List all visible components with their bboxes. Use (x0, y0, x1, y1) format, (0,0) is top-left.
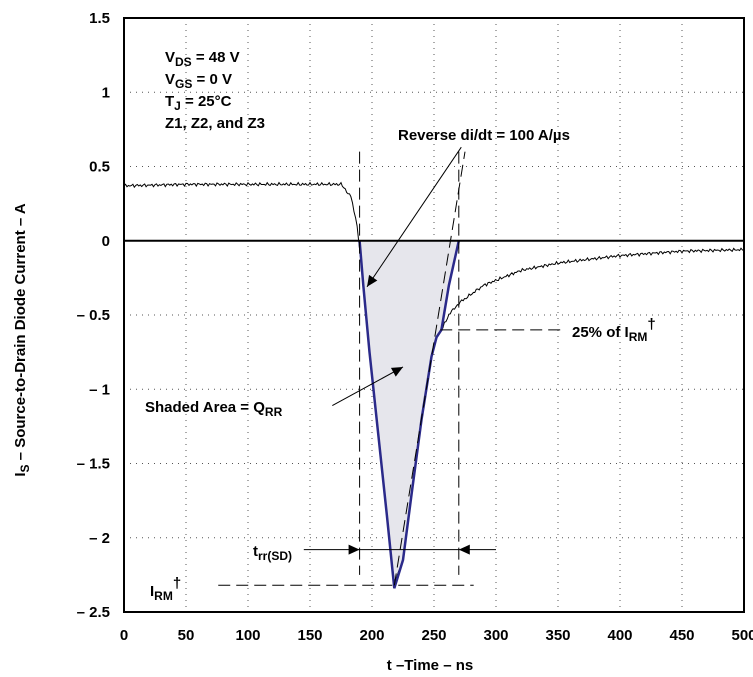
x-tick-label: 500 (731, 627, 753, 644)
arrow-trr-right-head (458, 544, 470, 555)
qrr-annotation: Shaded Area = QRR (145, 399, 283, 419)
condition-vds: VDS = 48 V (165, 49, 240, 69)
annotation-arrows (303, 146, 496, 555)
fitted-current-curve (358, 240, 461, 589)
y-tick-label: 0 (102, 233, 110, 250)
y-tick-label: – 2 (89, 530, 110, 547)
x-tick-label: 350 (545, 627, 570, 644)
y-tick-label: 1 (102, 84, 110, 101)
y-label-rest: – Source-to-Drain Diode Current – A (12, 203, 29, 464)
dashed-tangent-line (393, 151, 466, 586)
x-tick-label: 0 (120, 627, 128, 644)
arrow-trr-left-head (348, 544, 360, 555)
test-conditions: VDS = 48 V VGS = 0 V TJ = 25°C Z1, Z2, a… (165, 49, 265, 132)
trr-annotation: trr(SD) (253, 543, 292, 563)
x-tick-label: 250 (421, 627, 446, 644)
y-label-main: I (12, 473, 29, 477)
qrr-shaded-area (359, 240, 459, 589)
arrow-di-dt-head (367, 274, 378, 287)
y-tick-label: – 0.5 (77, 307, 110, 324)
y-axis-label: IS – Source-to-Drain Diode Current – A (12, 203, 32, 477)
x-tick-label: 100 (235, 627, 260, 644)
condition-vgs: VGS = 0 V (165, 71, 232, 91)
y-label-sub: S (18, 464, 32, 472)
x-tick-label: 300 (483, 627, 508, 644)
x-tick-label: 400 (607, 627, 632, 644)
y-tick-label: – 1.5 (77, 456, 110, 473)
y-tick-label: 0.5 (89, 159, 110, 176)
x-tick-label: 200 (359, 627, 384, 644)
y-tick-label: – 1 (89, 381, 110, 398)
plot-frame (123, 17, 745, 613)
condition-devices: Z1, Z2, and Z3 (165, 115, 265, 132)
y-tick-label: 1.5 (89, 10, 110, 27)
irm-25pct-annotation: 25% of IRM† (572, 316, 656, 344)
arrow-qrr-head (390, 366, 403, 377)
x-tick-label: 450 (669, 627, 694, 644)
x-tick-label: 150 (297, 627, 322, 644)
irm-annotation: IRM† (150, 575, 181, 603)
arrow-qrr-line (332, 366, 404, 407)
arrow-di-dt-line (366, 146, 462, 288)
x-tick-label: 50 (178, 627, 195, 644)
reference-dashed-lines (218, 151, 565, 586)
condition-tj: TJ = 25°C (165, 93, 232, 113)
tick-labels: 0 50 100 150 200 250 300 350 400 450 500 1.5 1 0.5 0 – … (77, 10, 753, 644)
y-tick-label: – 2.5 (77, 604, 110, 621)
x-axis-label: t –Time – ns (387, 657, 473, 674)
di-dt-annotation: Reverse di/dt = 100 A/µs (398, 127, 570, 144)
